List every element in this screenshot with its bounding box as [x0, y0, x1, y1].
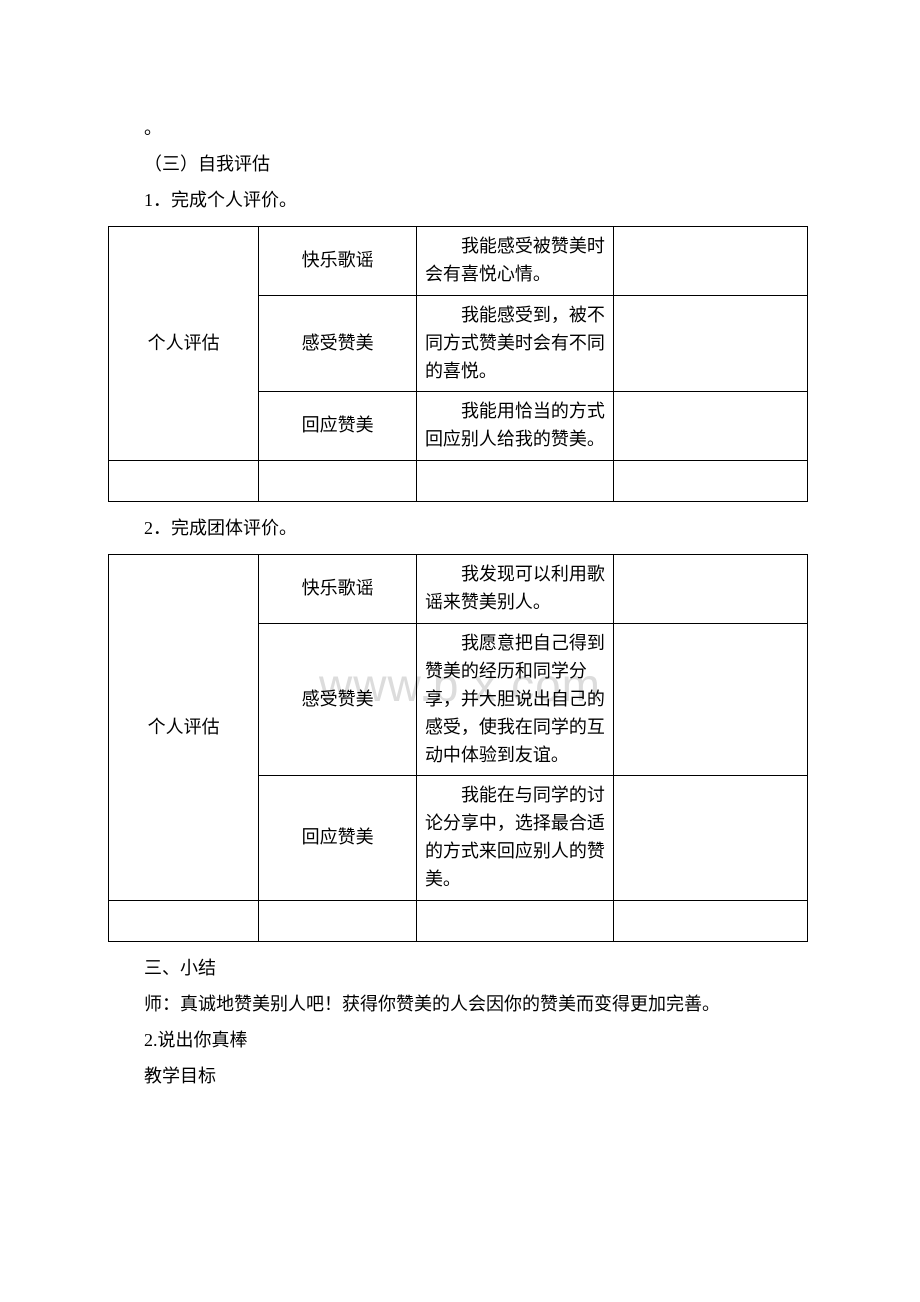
cell-activity: 快乐歌谣 [259, 555, 417, 624]
p-complete-personal-eval: 1．完成个人评价。 [108, 182, 812, 218]
cell-blank [614, 901, 808, 942]
p-complete-group-eval: 2．完成团体评价。 [108, 510, 812, 546]
cell-desc: 我能感受被赞美时会有喜悦心情。 [416, 227, 613, 296]
cell-blank [614, 776, 808, 901]
cell-blank [614, 624, 808, 776]
cell-desc: 我发现可以利用歌谣来赞美别人。 [416, 555, 613, 624]
cell-blank [614, 555, 808, 624]
cell-rowlabel: 个人评估 [109, 227, 259, 461]
cell-desc: 我能用恰当的方式回应别人给我的赞美。 [416, 392, 613, 461]
table-personal-eval: 个人评估 快乐歌谣 我能感受被赞美时会有喜悦心情。 感受赞美 我能感受到，被不同… [108, 226, 808, 502]
stray-period: 。 [108, 110, 812, 146]
cell-blank [614, 461, 808, 502]
p-say-you-are-great: 2.说出你真棒 [108, 1022, 812, 1058]
cell-activity: 感受赞美 [259, 295, 417, 392]
table-row: 个人评估 快乐歌谣 我能感受被赞美时会有喜悦心情。 [109, 227, 808, 296]
cell-activity: 回应赞美 [259, 776, 417, 901]
p-teaching-goal: 教学目标 [108, 1058, 812, 1094]
cell-blank [109, 901, 259, 942]
cell-blank [109, 461, 259, 502]
cell-activity: 感受赞美 [259, 624, 417, 776]
cell-desc: 我愿意把自己得到赞美的经历和同学分享，并大胆说出自己的感受，使我在同学的互动中体… [416, 624, 613, 776]
cell-blank [416, 461, 613, 502]
cell-blank [416, 901, 613, 942]
cell-desc: 我能在与同学的讨论分享中，选择最合适的方式来回应别人的赞美。 [416, 776, 613, 901]
heading-summary: 三、小结 [108, 950, 812, 986]
cell-blank [614, 227, 808, 296]
cell-blank [259, 461, 417, 502]
cell-blank [259, 901, 417, 942]
table-row: 个人评估 快乐歌谣 我发现可以利用歌谣来赞美别人。 [109, 555, 808, 624]
cell-blank [614, 392, 808, 461]
cell-activity: 快乐歌谣 [259, 227, 417, 296]
cell-activity: 回应赞美 [259, 392, 417, 461]
cell-blank [614, 295, 808, 392]
p-teacher-line: 师：真诚地赞美别人吧！获得你赞美的人会因你的赞美而变得更加完善。 [108, 986, 812, 1022]
cell-rowlabel: 个人评估 [109, 555, 259, 901]
table-row-empty [109, 901, 808, 942]
cell-desc: 我能感受到，被不同方式赞美时会有不同的喜悦。 [416, 295, 613, 392]
heading-self-evaluation: （三）自我评估 [108, 146, 812, 182]
table-group-eval: 个人评估 快乐歌谣 我发现可以利用歌谣来赞美别人。 感受赞美 我愿意把自己得到赞… [108, 554, 808, 942]
table-row-empty [109, 461, 808, 502]
